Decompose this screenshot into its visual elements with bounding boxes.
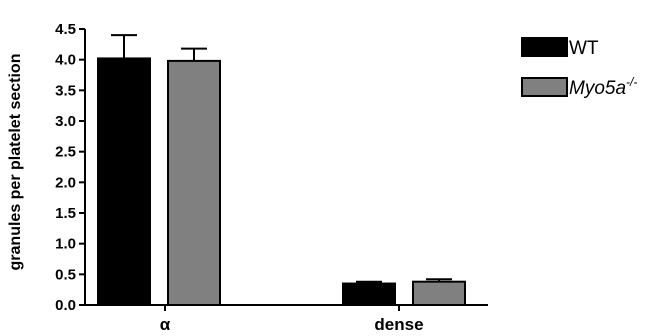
y-tick-label: 4.0 <box>55 52 76 69</box>
error-bars <box>111 34 452 284</box>
legend-swatch-1 <box>521 77 568 97</box>
legend-label-0: WT <box>569 38 599 59</box>
y-tick-label: 2.0 <box>55 174 76 191</box>
x-tick-label-1: dense <box>374 315 423 334</box>
bar-wt-0 <box>97 57 151 306</box>
y-axis-label: granules per platelet section <box>7 54 24 271</box>
y-tick-label: 4.5 <box>55 21 76 38</box>
bar-wt-1 <box>342 282 396 306</box>
y-axis-ticks: 0.0 0.5 1.0 1.5 2.0 2.5 3.0 3.5 4.0 4.5 <box>55 21 85 314</box>
y-tick-label: 3.5 <box>55 82 76 99</box>
y-tick-label: 0.0 <box>55 297 76 314</box>
legend-swatch-0 <box>521 37 568 57</box>
legend-label-1: Myo5a-/- <box>569 75 637 99</box>
y-tick-label: 2.5 <box>55 144 76 161</box>
y-tick-label: 1.0 <box>55 236 76 253</box>
y-tick-label: 0.5 <box>55 266 76 283</box>
legend: WT Myo5a-/- <box>521 37 637 99</box>
y-tick-label: 1.5 <box>55 205 76 222</box>
bars <box>97 57 466 307</box>
x-axis-ticks: α dense <box>160 305 424 334</box>
bar-myo5a-1 <box>412 280 466 306</box>
x-tick-label-0: α <box>160 315 171 334</box>
bar-myo5a-0 <box>167 59 221 307</box>
y-tick-label: 3.0 <box>55 113 76 130</box>
